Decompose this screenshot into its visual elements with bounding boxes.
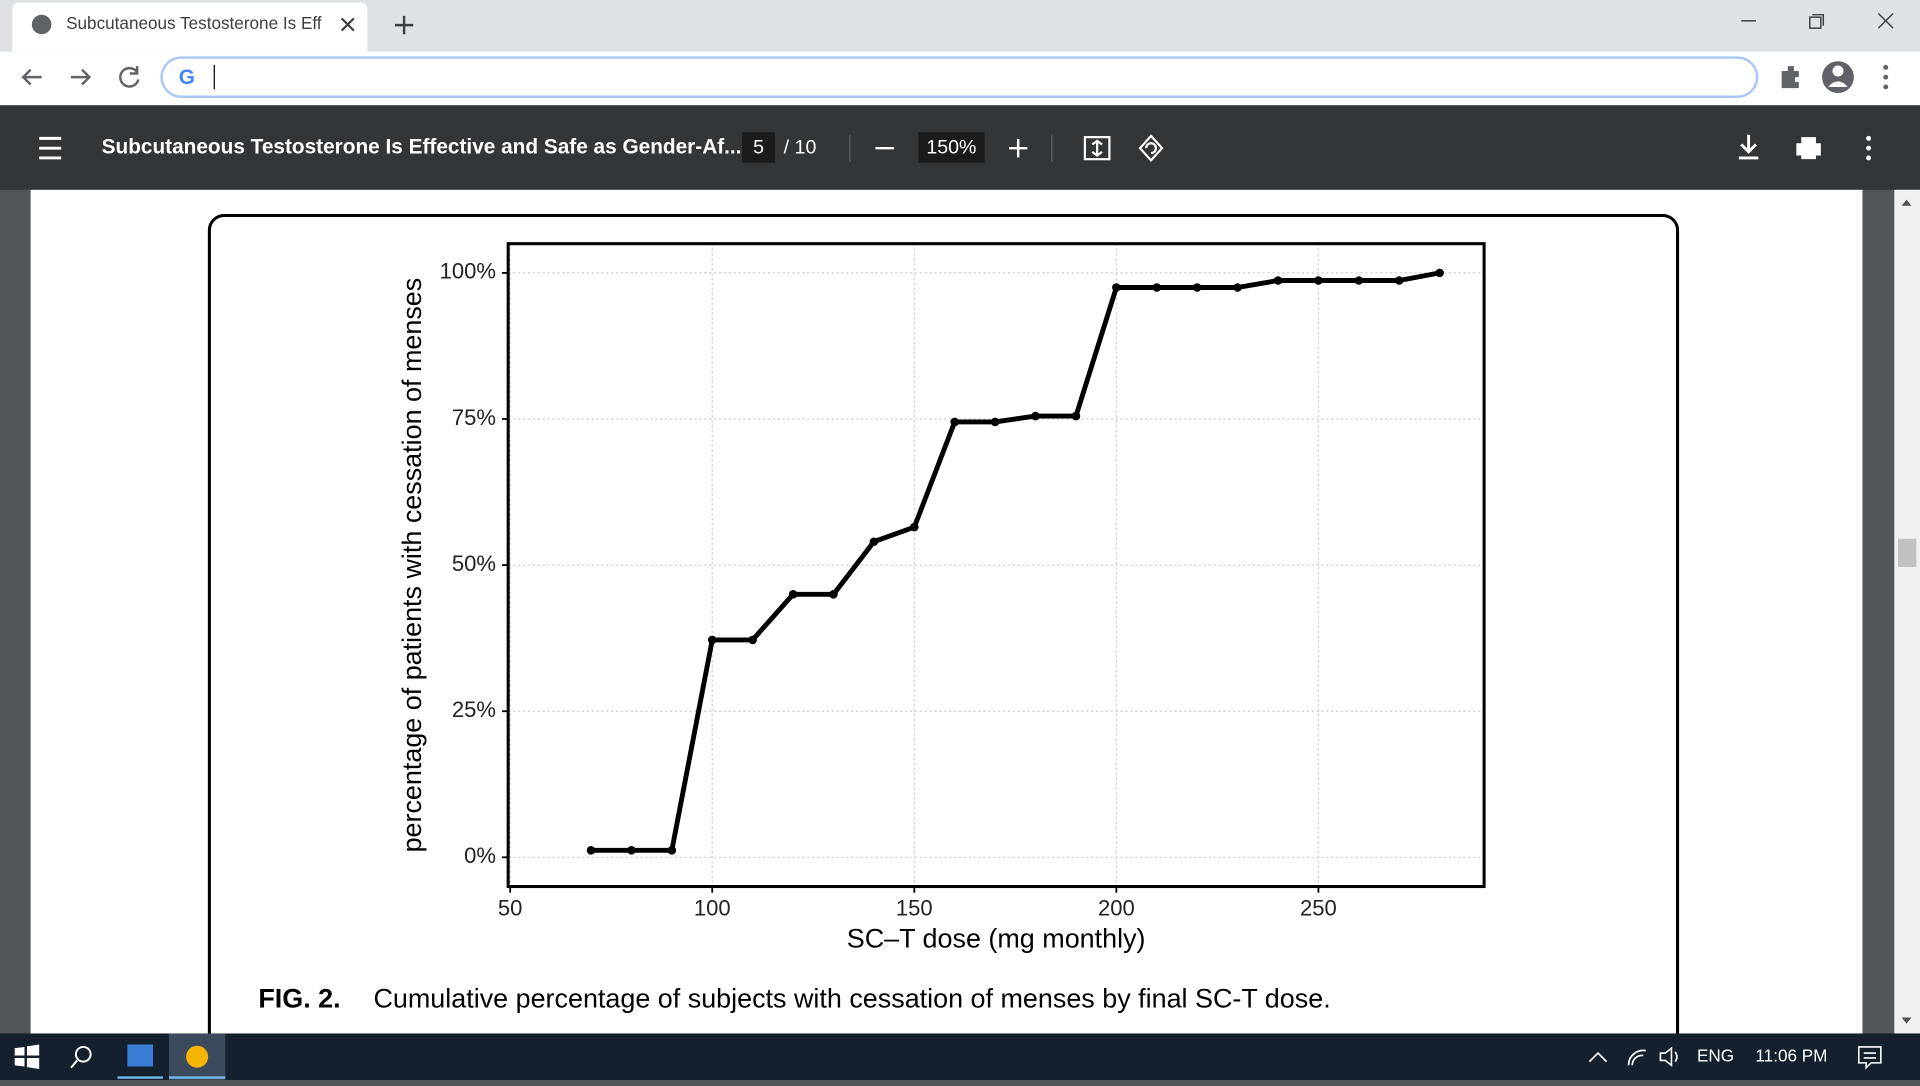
data-point (1031, 411, 1040, 421)
clock[interactable]: 11:06 PM (1755, 1045, 1827, 1065)
data-point (748, 635, 757, 645)
rotate[interactable] (1138, 134, 1164, 163)
language[interactable]: ENG (1697, 1045, 1734, 1065)
tab[interactable] (12, 2, 368, 52)
close-window[interactable] (1877, 12, 1894, 29)
restore[interactable] (1809, 13, 1825, 29)
search-handle (70, 1059, 78, 1069)
profile-head (1832, 65, 1844, 77)
zoom-level: 150% (926, 136, 976, 158)
x-tick-label: 100 (694, 896, 731, 921)
tab-title: Subcutaneous Testosterone Is Eff (66, 13, 322, 33)
menu-button[interactable] (1883, 64, 1889, 90)
page-number: 5 (753, 136, 764, 158)
data-point (1152, 283, 1162, 292)
data-point (829, 590, 838, 599)
y-axis-label: percentage of patients with cessation of… (397, 278, 427, 853)
forward-button[interactable] (71, 68, 92, 86)
y-tick-label: 75% (452, 405, 496, 430)
x-tick-label: 150 (896, 896, 933, 921)
pdf-title: Subcutaneous Testosterone Is Effective a… (102, 136, 742, 159)
zoom-input[interactable] (918, 132, 985, 163)
data-point (1192, 283, 1202, 292)
data-point (586, 846, 596, 855)
data-point (1112, 283, 1121, 292)
app-icon[interactable] (127, 1044, 154, 1067)
data-point (1394, 276, 1404, 285)
x-tick-label: 250 (1300, 896, 1337, 921)
omnibox[interactable] (160, 56, 1759, 98)
data-point (707, 635, 717, 645)
tab-close[interactable] (340, 17, 355, 32)
pdf-page (30, 189, 1863, 1034)
data-point (1071, 411, 1081, 421)
volume-icon[interactable] (1659, 1046, 1678, 1067)
y-tick-label: 25% (452, 697, 496, 722)
scroll-thumb[interactable] (1897, 538, 1917, 567)
notifications[interactable] (1857, 1046, 1882, 1070)
data-point (869, 537, 879, 547)
page-input[interactable] (742, 132, 776, 163)
data-point (1233, 283, 1242, 292)
plot: 0% 25% 50% 75% 100% 50 100 150 200 250 SC–T dose (… (397, 242, 1486, 954)
chrome-icon (186, 1045, 209, 1068)
data-point (627, 846, 636, 855)
y-tick-label: 50% (452, 551, 496, 576)
separator (849, 134, 1053, 162)
data-point (1354, 276, 1364, 285)
y-tick-label: 100% (440, 259, 496, 284)
print[interactable] (1796, 137, 1821, 160)
profile-body (1828, 81, 1848, 87)
zoom-in[interactable] (1008, 138, 1028, 158)
more-actions[interactable] (1866, 135, 1872, 161)
fit-page[interactable] (1083, 136, 1111, 161)
data-point (667, 846, 677, 855)
data-point (1435, 268, 1444, 278)
x-tick-label: 200 (1098, 896, 1135, 921)
scrollbar[interactable] (1894, 189, 1920, 1034)
data-point (1314, 276, 1323, 285)
data-point (1273, 276, 1283, 285)
new-tab[interactable] (394, 15, 414, 35)
sidebar-button[interactable] (39, 136, 62, 160)
network-icon[interactable] (1627, 1049, 1646, 1066)
caption-label: FIG. 2. (258, 984, 340, 1014)
search-button[interactable] (74, 1045, 92, 1063)
data-point (990, 417, 1000, 427)
caption: Cumulative percentage of subjects with c… (373, 984, 1330, 1014)
x-tick-label: 50 (498, 896, 523, 921)
taskbar (0, 1033, 1920, 1081)
favicon (31, 14, 52, 35)
start-button[interactable] (14, 1044, 40, 1069)
extensions-button[interactable] (1781, 66, 1799, 89)
x-axis-label: SC–T dose (mg monthly) (847, 924, 1146, 954)
reload-button[interactable] (119, 66, 140, 88)
plot-frame (506, 242, 1486, 889)
data-point (910, 522, 919, 532)
tray-expand[interactable] (1588, 1051, 1608, 1063)
data-point (950, 417, 959, 427)
download[interactable] (1738, 134, 1759, 160)
data-point (788, 590, 798, 599)
page-count: / 10 (784, 136, 817, 158)
y-tick-label: 0% (464, 843, 496, 868)
data-line (591, 270, 1441, 853)
back-button[interactable] (21, 68, 42, 86)
google-icon: G (179, 66, 195, 89)
